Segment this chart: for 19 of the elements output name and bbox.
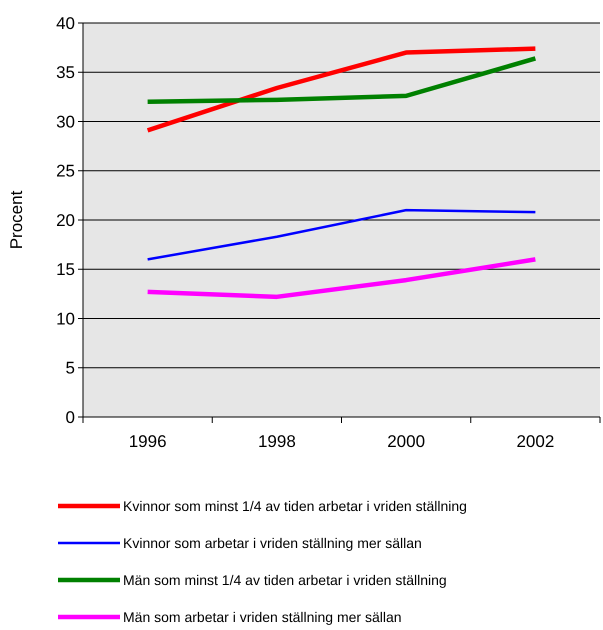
y-tick-label: 15 [56, 260, 75, 280]
y-tick-label: 0 [66, 408, 75, 427]
y-tick-label: 10 [56, 309, 75, 328]
line-series [146, 208, 537, 261]
y-tick-label: 30 [56, 112, 75, 132]
x-tick-label: 1996 [128, 432, 167, 451]
legend-label: Män som minst 1/4 av tiden arbetar i vriden ställning [123, 572, 447, 588]
y-tick-label: 35 [56, 63, 75, 82]
y-axis-title: Procent [7, 190, 26, 250]
y-tick-label: 40 [56, 14, 75, 33]
x-tick-label: 2002 [516, 432, 554, 451]
x-tick-label: 2000 [387, 432, 426, 451]
legend-label: Kvinnor som minst 1/4 av tiden arbetar i vriden ställning [123, 498, 467, 514]
y-tick-label: 20 [56, 210, 75, 230]
legend-label: Kvinnor som arbetar i vriden ställning mer sällan [123, 534, 422, 551]
y-tick-label: 5 [66, 358, 75, 378]
x-tick-label: 1998 [258, 432, 296, 451]
y-tick-label: 25 [56, 162, 75, 181]
legend-label: Män som arbetar i vriden ställning mer sällan [123, 608, 402, 625]
